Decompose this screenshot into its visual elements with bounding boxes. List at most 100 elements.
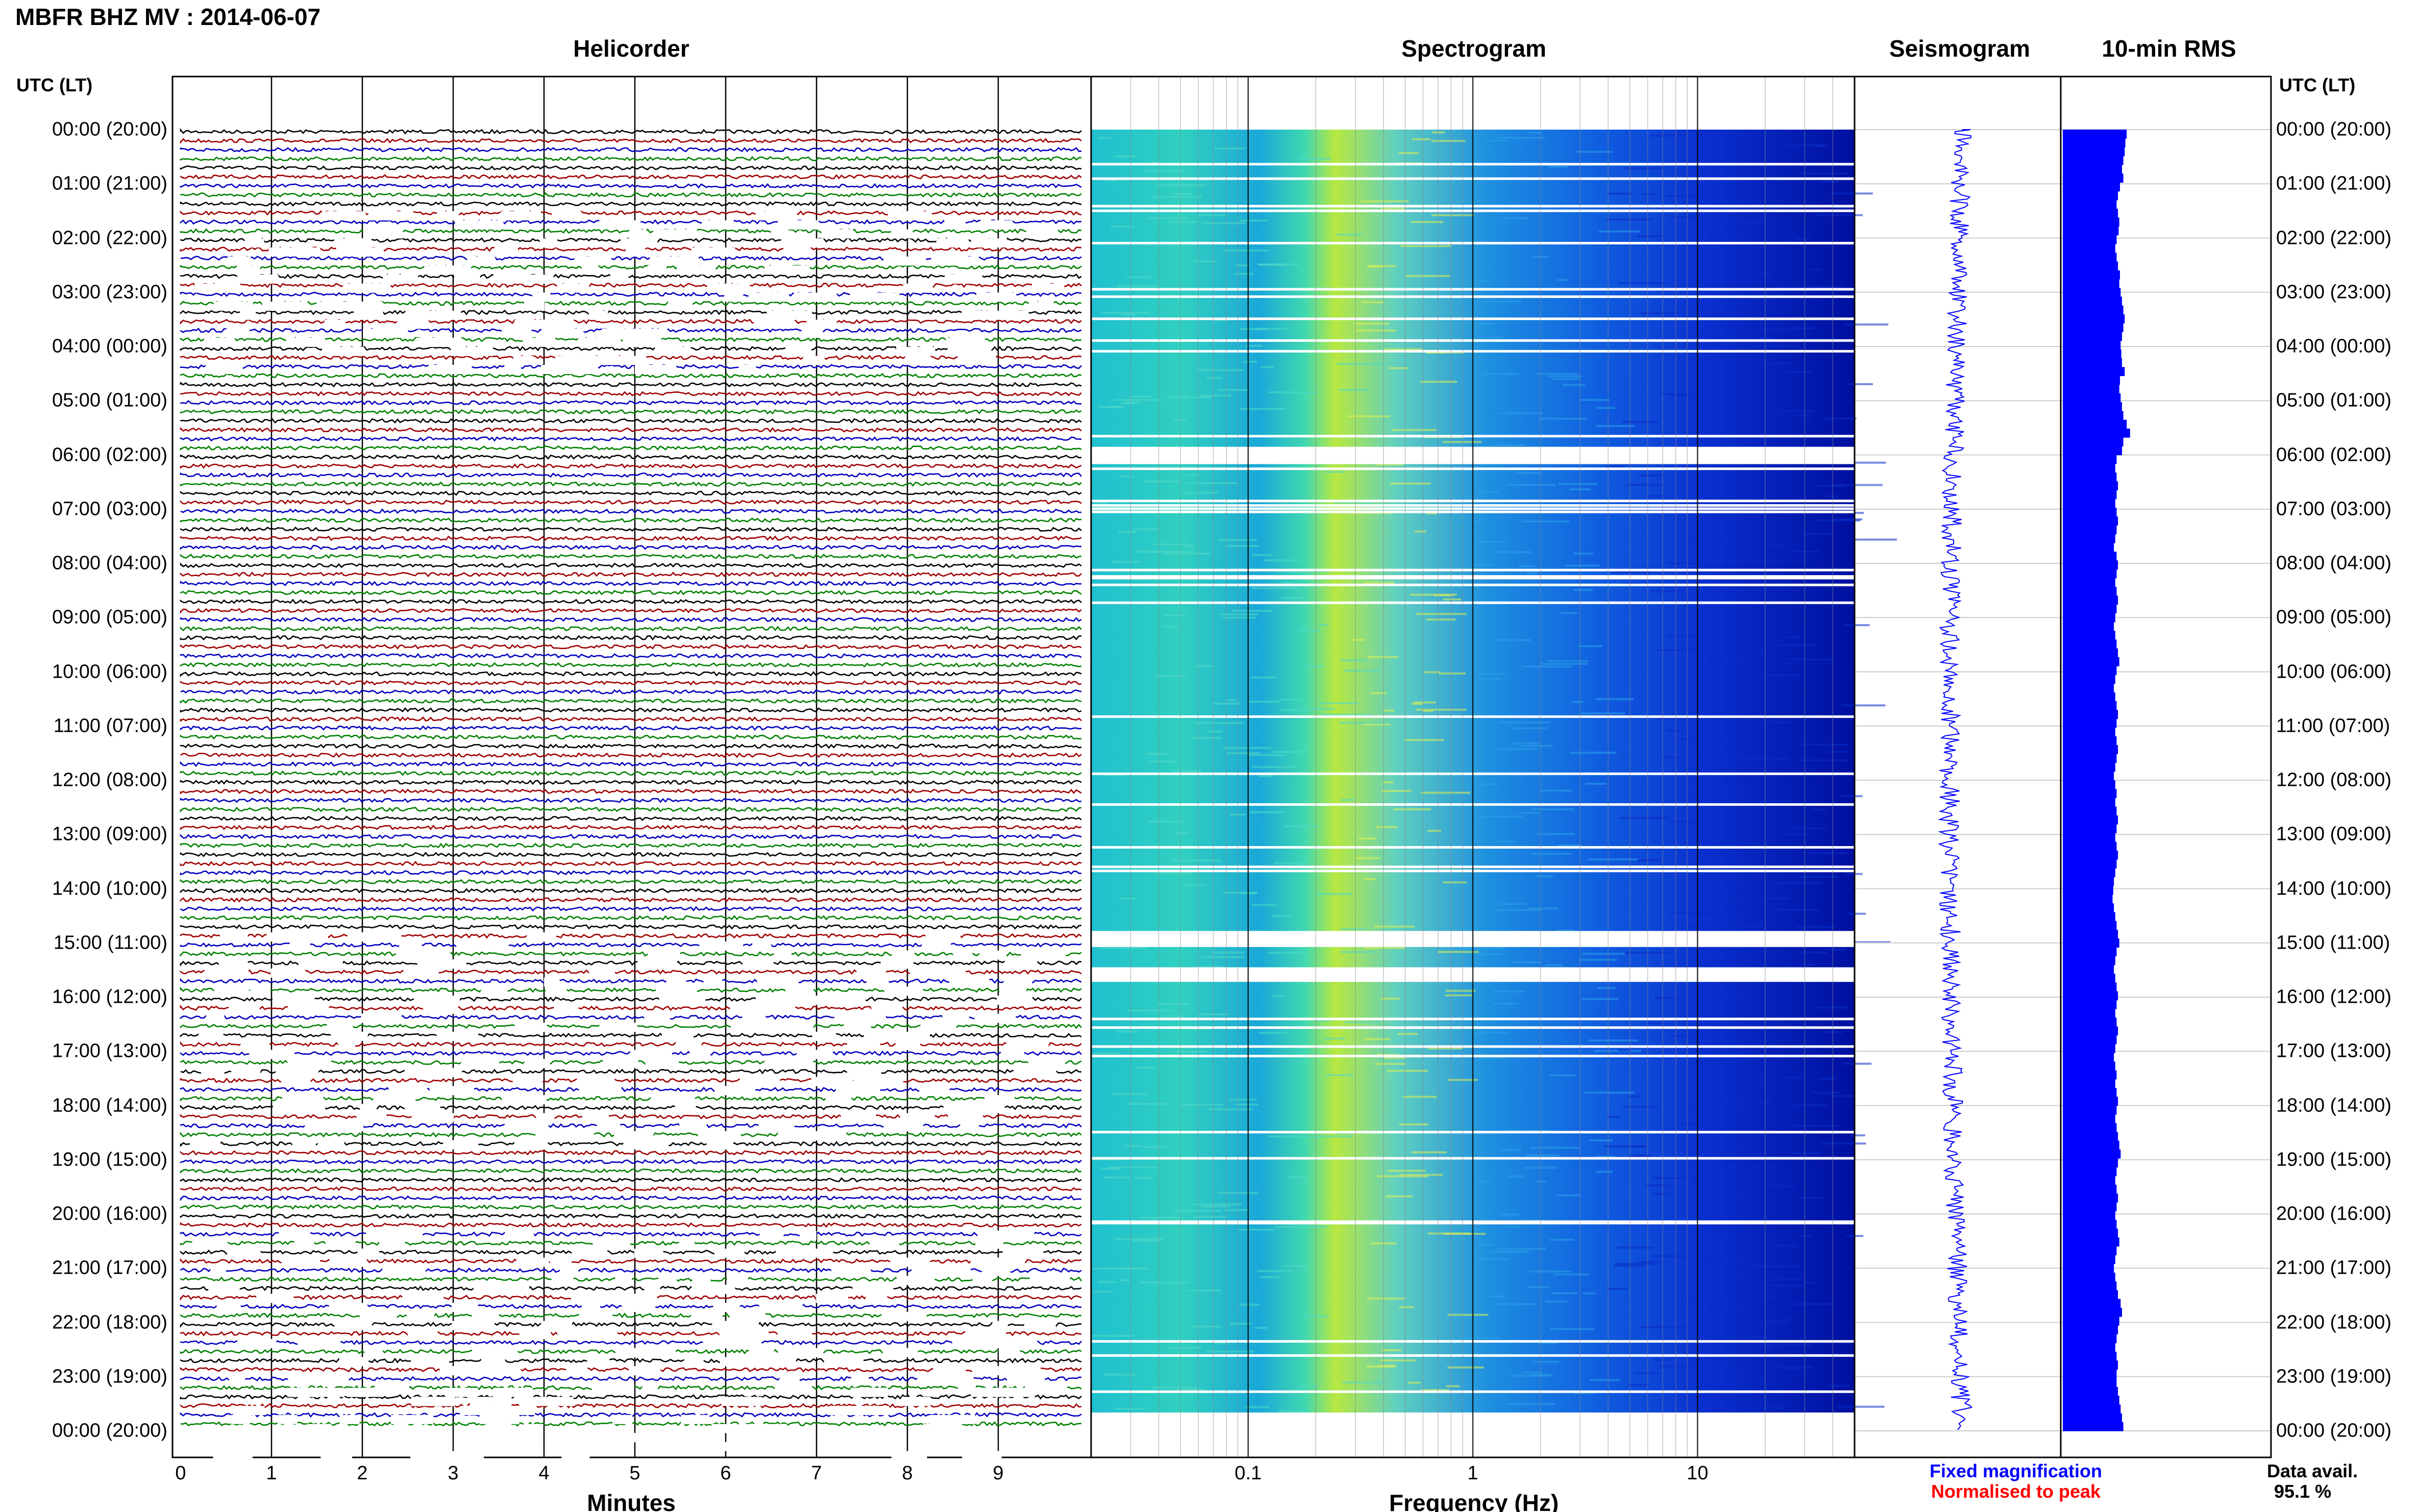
spectrogram-speckle: [1368, 265, 1396, 267]
spectrogram-speckle: [1574, 1392, 1595, 1395]
helicorder-data-gap: [860, 1284, 883, 1294]
spectrogram-speckle: [1207, 730, 1223, 733]
helicorder-data-gap: [461, 1460, 504, 1470]
helicorder-data-gap: [544, 977, 560, 987]
spectrogram-speckle: [1475, 1057, 1505, 1060]
helicorder-data-gap: [679, 1122, 707, 1131]
spectrogram-speckle: [1716, 924, 1757, 926]
helicorder-data-gap: [361, 1013, 402, 1023]
seismogram-panel: [1854, 76, 2062, 1458]
spectrogram-speckle: [1813, 808, 1825, 811]
helicorder-data-gap: [501, 211, 541, 220]
spectrogram-speckle: [1792, 1152, 1820, 1155]
helicorder-trace: [180, 264, 1082, 270]
spectrogram-speckle: [1187, 482, 1238, 484]
spectrogram-speckle: [1112, 560, 1141, 563]
time-label-left: 07:00 (03:00): [52, 498, 167, 520]
helicorder-data-gap: [862, 1013, 886, 1023]
spectrogram-speckle: [1387, 1070, 1428, 1072]
helicorder-trace: [180, 716, 1082, 722]
spectrogram-speckle: [1431, 214, 1474, 216]
rms-bar: [2063, 1000, 2117, 1009]
helicorder-data-gap: [791, 996, 830, 1005]
helicorder-data-gap: [391, 1415, 434, 1424]
spectrogram-speckle: [1110, 226, 1134, 228]
helicorder-data-gap: [365, 1230, 409, 1240]
helicorder-data-gap: [920, 1023, 956, 1032]
time-label-right: 13:00 (09:00): [2276, 823, 2392, 845]
helicorder-data-gap: [579, 1311, 613, 1321]
helicorder-data-gap: [523, 1424, 544, 1433]
helicorder-data-gap: [347, 1387, 381, 1397]
spectrogram-speckle: [1792, 327, 1815, 330]
spectrogram-speckle: [1411, 703, 1423, 705]
helicorder-data-gap: [891, 1451, 927, 1460]
helicorder-trace: [180, 128, 1082, 135]
spectrogram-speckle: [1194, 260, 1216, 263]
spectrogram-speckle: [1175, 832, 1190, 834]
helicorder-data-gap: [268, 247, 297, 257]
time-label-left: 17:00 (13:00): [52, 1040, 167, 1062]
helicorder-data-gap: [679, 1240, 695, 1249]
spectrogram-speckle: [1445, 989, 1476, 992]
rms-bar: [2063, 675, 2115, 684]
spectrogram-speckle: [1426, 512, 1437, 515]
spectrogram-speckle: [1434, 594, 1453, 597]
spectrogram-speckle: [1212, 951, 1245, 954]
helicorder-data-gap: [1021, 950, 1066, 960]
spectrogram-speckle: [1508, 1175, 1523, 1178]
spectrogram-speckle: [1198, 214, 1226, 216]
spectrogram-speckle: [1222, 249, 1269, 252]
spectrogram-speckle: [1576, 151, 1613, 153]
spectrogram-speckle: [1522, 665, 1572, 668]
spectrogram-speckle: [1650, 1193, 1671, 1195]
time-label-right: 04:00 (00:00): [2276, 335, 2392, 357]
spectrogram-speckle: [1320, 713, 1371, 716]
spectrogram-speckle: [1405, 275, 1450, 277]
spectrogram-speckle: [1618, 282, 1666, 284]
spectrogram-speckle: [1484, 1295, 1505, 1298]
spectrogram-speckle: [1298, 158, 1331, 160]
spectrogram-speckle: [1608, 192, 1634, 195]
spectrogram-speckle: [1599, 230, 1640, 233]
rms-bar: [2063, 1123, 2117, 1132]
spectrogram-speckle: [1738, 1059, 1760, 1062]
helicorder-data-gap: [561, 1451, 590, 1460]
helicorder-data-gap: [494, 1387, 533, 1397]
helicorder-data-gap: [506, 1433, 540, 1443]
helicorder-data-gap: [791, 1248, 833, 1258]
helicorder-trace: [180, 589, 1082, 596]
helicorder-data-gap: [629, 229, 647, 239]
spectrogram-speckle: [1731, 1106, 1744, 1109]
rms-bar: [2063, 173, 2124, 183]
helicorder-trace: [180, 662, 1082, 668]
helicorder-trace: [180, 833, 1082, 839]
rms-bar: [2063, 657, 2119, 666]
helicorder-data-gap: [752, 941, 772, 951]
spectrogram-speckle: [1745, 897, 1790, 900]
spectrogram-speckle: [1800, 963, 1815, 966]
helicorder-data-gap: [897, 1276, 935, 1285]
helicorder-data-gap: [357, 1248, 379, 1258]
spectrogram-speckle: [1844, 323, 1889, 326]
rms-bar: [2063, 648, 2118, 658]
spectrogram-speckle: [1691, 798, 1719, 801]
helicorder-trace: [180, 788, 1082, 795]
helicorder-data-gap: [948, 1113, 983, 1123]
helicorder-data-gap: [424, 310, 461, 320]
rms-title: 10-min RMS: [2102, 35, 2236, 62]
rms-bar: [2063, 806, 2117, 816]
rms-bar: [2063, 1132, 2118, 1142]
spectrogram-speckle: [1585, 782, 1607, 785]
spectrogram-speckle: [1460, 1229, 1484, 1232]
rms-bar: [2063, 1044, 2115, 1053]
spectrogram-speckle: [1267, 952, 1306, 954]
helicorder-data-gap: [190, 1140, 221, 1150]
seismogram-trace: [1938, 129, 1973, 1430]
helicorder-trace: [180, 978, 1082, 984]
helicorder-data-gap: [887, 211, 932, 220]
rms-bar: [2063, 130, 2127, 139]
spectrogram-speckle: [1533, 1360, 1559, 1363]
spectrogram-speckle: [1398, 152, 1419, 154]
helicorder-data-gap: [610, 274, 629, 284]
